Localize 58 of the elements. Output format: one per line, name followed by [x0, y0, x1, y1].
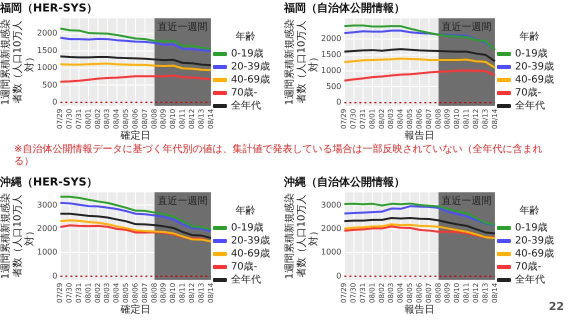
legend-label: 20-39歳	[230, 60, 270, 73]
y-tick-label: 2000	[37, 224, 58, 233]
x-axis-title: 報告日	[404, 130, 435, 142]
text: 22	[548, 300, 564, 313]
y-tick-label: 2000	[37, 28, 58, 38]
band-label: 直近一週間	[442, 194, 492, 207]
band-label: 直近一週間	[442, 20, 492, 33]
y-axis-title: 1週間累積新規感染者数（人口10万人対）	[284, 18, 320, 106]
legend-label: 70歳-	[230, 260, 258, 273]
legend-label: 40-69歳	[514, 248, 554, 260]
y-tick-label: 0	[336, 98, 342, 107]
legend-label: 20-39歳	[514, 60, 554, 73]
y-tick-label: 0	[336, 271, 342, 280]
legend-label: 70歳-	[514, 86, 542, 99]
chart-title: 沖縄（自治体公開情報）	[283, 175, 405, 188]
legend-label: 全年代	[230, 274, 261, 286]
legend-label: 0-19歳	[514, 222, 548, 234]
y-tick-label: 1500	[37, 46, 58, 55]
legend-title: 年齢	[519, 30, 540, 43]
x-axis-title: 報告日	[404, 304, 435, 316]
y-tick-label: 3000	[321, 200, 342, 210]
x-axis-title: 確定日	[120, 130, 151, 142]
y-axis-title: 1週間累積新規感染者数（人口10万人対）	[0, 18, 36, 106]
x-axis-title: 確定日	[120, 304, 151, 316]
legend-label: 0-19歳	[230, 222, 264, 234]
y-tick-label: 1000	[37, 63, 58, 72]
legend-label: 70歳-	[514, 260, 542, 273]
y-tick-label: 500	[42, 80, 58, 90]
y-tick-label: 1000	[37, 248, 58, 257]
y-tick-label: 0	[52, 97, 58, 106]
y-tick-label: 2000	[321, 34, 342, 43]
legend-label: 全年代	[514, 274, 545, 286]
y-tick-label: 3000	[37, 200, 58, 210]
legend-label: 0-19歳	[230, 48, 264, 60]
legend-title: 年齢	[235, 204, 256, 217]
legend-label: 40-69歳	[230, 248, 270, 260]
y-tick-label: 500	[326, 82, 342, 91]
y-tick-label: 1500	[321, 50, 342, 59]
legend-label: 20-39歳	[230, 234, 270, 247]
legend-label: 70歳-	[230, 86, 258, 99]
legend-label: 40-69歳	[230, 74, 270, 86]
y-axis-title: 1週間累積新規感染者数（人口10万人対）	[0, 192, 36, 280]
legend-label: 40-69歳	[514, 74, 554, 86]
legend-label: 0-19歳	[514, 48, 548, 60]
chart-title: 沖縄（HER-SYS）	[0, 175, 98, 188]
y-tick-label: 0	[52, 271, 58, 280]
y-tick-label: 2000	[321, 224, 342, 233]
y-axis-title: 1週間累積新規感染者数（人口10万人対）	[284, 192, 320, 280]
legend-label: 20-39歳	[514, 234, 554, 247]
text: ※自治体公開情報データに基づく年代別の値は、集計値で発表している場合は一部反映されていない（全年代に含まれる）	[14, 144, 544, 168]
y-tick-label: 1000	[321, 66, 342, 75]
legend-title: 年齢	[519, 204, 540, 217]
y-tick-label: 1000	[321, 248, 342, 257]
legend-label: 全年代	[514, 100, 545, 112]
legend-label: 全年代	[230, 100, 261, 112]
band-label: 直近一週間	[158, 194, 208, 207]
legend-title: 年齢	[235, 30, 256, 43]
band-label: 直近一週間	[158, 20, 208, 33]
